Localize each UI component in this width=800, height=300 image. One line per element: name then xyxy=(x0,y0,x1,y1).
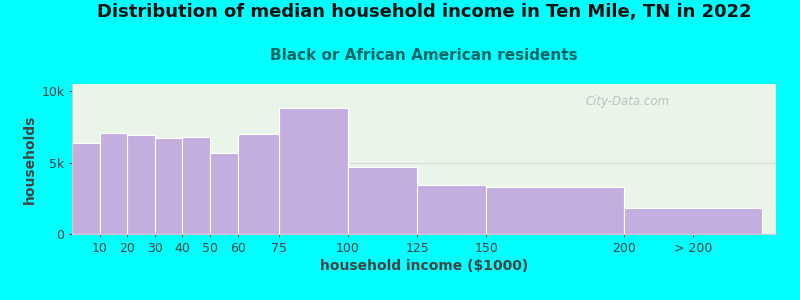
X-axis label: household income ($1000): household income ($1000) xyxy=(320,259,528,273)
Bar xyxy=(486,187,624,234)
Bar xyxy=(182,137,210,234)
Bar xyxy=(100,133,127,234)
Bar xyxy=(72,142,100,234)
Bar xyxy=(348,167,417,234)
Bar xyxy=(417,185,486,234)
Y-axis label: households: households xyxy=(23,114,37,204)
Text: City-Data.com: City-Data.com xyxy=(586,94,670,107)
Bar xyxy=(624,208,762,234)
Bar xyxy=(279,108,348,234)
Bar xyxy=(127,135,155,234)
Bar xyxy=(155,138,182,234)
Bar xyxy=(238,134,279,234)
Text: Black or African American residents: Black or African American residents xyxy=(270,48,578,63)
Bar xyxy=(210,153,238,234)
Text: Distribution of median household income in Ten Mile, TN in 2022: Distribution of median household income … xyxy=(97,3,751,21)
